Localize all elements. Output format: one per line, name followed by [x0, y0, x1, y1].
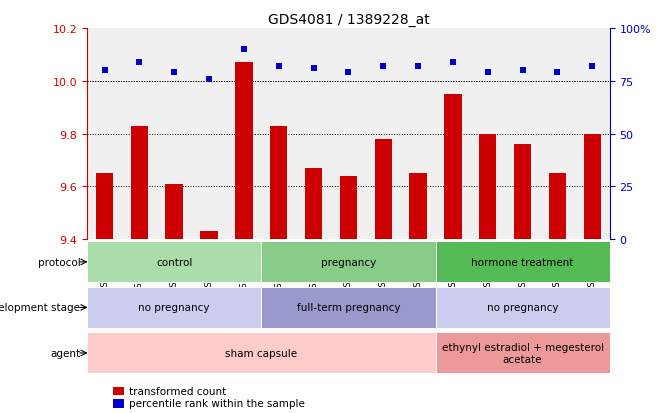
Bar [87, 287, 261, 328]
Text: pregnancy: pregnancy [321, 257, 376, 267]
Text: no pregnancy: no pregnancy [487, 303, 558, 313]
Bar [200, 232, 218, 240]
Bar [87, 242, 261, 283]
Point [273, 64, 284, 70]
Bar [444, 95, 462, 240]
Text: agent: agent [50, 348, 80, 358]
Point [413, 64, 423, 70]
Bar [87, 333, 436, 373]
Text: ethynyl estradiol + megesterol
acetate: ethynyl estradiol + megesterol acetate [442, 342, 604, 364]
Title: GDS4081 / 1389228_at: GDS4081 / 1389228_at [267, 12, 429, 26]
Text: percentile rank within the sample: percentile rank within the sample [129, 399, 305, 408]
Bar [409, 174, 427, 240]
Text: full-term pregnancy: full-term pregnancy [297, 303, 400, 313]
Bar [549, 174, 566, 240]
Text: transformed count: transformed count [129, 386, 226, 396]
Bar [165, 184, 183, 240]
Text: development stage: development stage [0, 303, 80, 313]
Bar [514, 145, 531, 240]
Point [343, 70, 354, 76]
Bar [96, 174, 113, 240]
Text: protocol: protocol [38, 257, 80, 267]
Bar [235, 63, 253, 240]
Bar [261, 287, 436, 328]
Point [482, 70, 493, 76]
Bar [436, 333, 610, 373]
Text: no pregnancy: no pregnancy [139, 303, 210, 313]
Point [134, 59, 145, 66]
Point [99, 68, 110, 74]
Bar [113, 387, 124, 395]
Point [204, 76, 214, 83]
Bar [261, 242, 436, 283]
Point [169, 70, 180, 76]
Point [239, 47, 249, 53]
Text: control: control [156, 257, 192, 267]
Point [517, 68, 528, 74]
Bar [436, 242, 610, 283]
Point [308, 66, 319, 72]
Point [448, 59, 458, 66]
Point [552, 70, 563, 76]
Point [378, 64, 389, 70]
Bar [305, 169, 322, 240]
Bar [479, 134, 496, 240]
Bar [270, 126, 287, 240]
Bar [113, 399, 124, 408]
Bar [340, 176, 357, 240]
Bar [131, 126, 148, 240]
Bar [584, 134, 601, 240]
Text: hormone treatment: hormone treatment [472, 257, 574, 267]
Point [587, 64, 598, 70]
Text: sham capsule: sham capsule [225, 348, 297, 358]
Bar [436, 287, 610, 328]
Bar [375, 140, 392, 240]
